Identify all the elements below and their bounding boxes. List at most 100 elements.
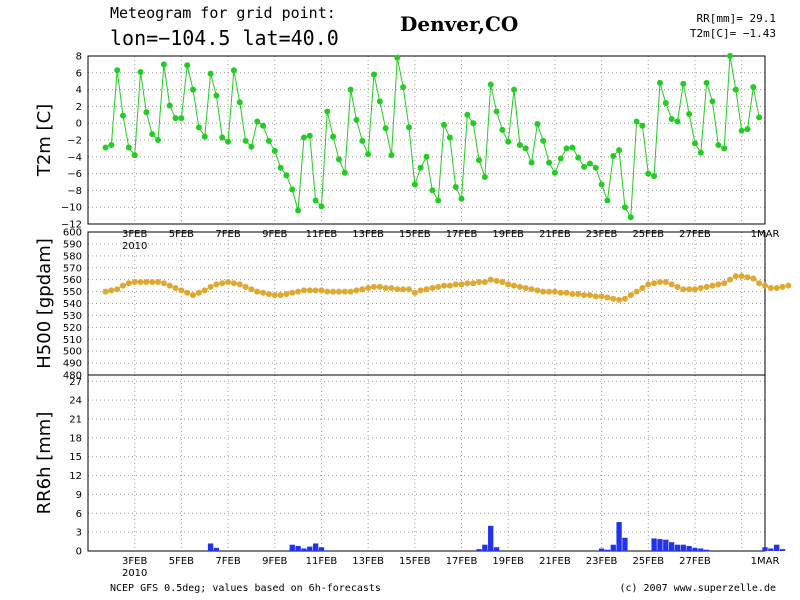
data-point — [190, 292, 197, 299]
x-tick-label: 9FEB — [262, 229, 287, 240]
data-point — [481, 173, 488, 180]
precip-bar — [598, 548, 605, 551]
data-point — [627, 214, 634, 221]
data-point — [680, 286, 687, 293]
data-point — [674, 118, 681, 125]
data-point — [230, 67, 237, 74]
data-point — [703, 283, 710, 290]
data-point — [540, 288, 547, 295]
panel-frame — [87, 231, 766, 376]
data-point — [785, 282, 792, 289]
panel-frame — [87, 374, 766, 552]
data-point — [528, 286, 535, 293]
data-point — [108, 142, 115, 149]
data-point — [248, 286, 255, 293]
data-point — [149, 279, 156, 286]
x-tick-label: 27FEB — [679, 229, 711, 240]
data-point — [271, 147, 278, 154]
data-point — [137, 279, 144, 286]
data-point — [464, 111, 471, 118]
x-tick-label: 11FEB — [306, 556, 338, 567]
precip-bar — [616, 522, 622, 551]
precip-bar — [213, 547, 220, 551]
y-tick-label: 490 — [63, 359, 82, 370]
data-point — [633, 118, 640, 125]
data-point — [330, 133, 337, 140]
data-point — [452, 184, 459, 191]
x-tick-label: 21FEB — [539, 556, 571, 567]
precip-bar — [768, 548, 774, 551]
x-tick-label: 13FEB — [352, 556, 384, 567]
data-point — [581, 163, 588, 170]
x-tick-label: 1MAR — [751, 556, 780, 567]
data-point — [534, 287, 541, 294]
data-point — [312, 197, 319, 204]
data-point — [656, 79, 663, 86]
data-point — [616, 296, 623, 303]
data-point — [114, 67, 121, 74]
y-axis-label: H500 [gpdam] — [34, 238, 55, 369]
data-point — [586, 160, 593, 167]
data-point — [721, 280, 728, 287]
x-tick-label: 7FEB — [215, 556, 240, 567]
data-point — [318, 203, 325, 210]
data-point — [300, 287, 307, 294]
panel-0 — [87, 53, 766, 225]
data-point — [178, 287, 185, 294]
data-point — [149, 131, 156, 138]
data-point — [674, 283, 681, 290]
data-point — [155, 279, 162, 286]
y-tick-label: 9 — [76, 490, 82, 501]
y-tick-label: 18 — [69, 433, 82, 444]
y-tick-label: 12 — [69, 471, 82, 482]
data-point — [779, 283, 786, 290]
data-point — [511, 282, 518, 289]
data-point — [201, 287, 208, 294]
data-point — [662, 100, 669, 107]
data-point — [627, 292, 634, 299]
panel-1 — [87, 231, 792, 376]
x-tick-label: 5FEB — [169, 556, 194, 567]
data-point — [341, 169, 348, 176]
y-tick-label: 24 — [69, 396, 82, 407]
data-point — [242, 283, 249, 290]
data-point — [324, 108, 331, 115]
x-tick-label: 17FEB — [446, 229, 478, 240]
data-point — [750, 84, 757, 91]
precip-bar — [622, 537, 628, 551]
data-point — [458, 195, 465, 202]
y-tick-label: 4 — [76, 85, 82, 96]
data-point — [493, 108, 500, 115]
data-point — [446, 282, 453, 289]
y-tick-label: 560 — [63, 275, 82, 286]
y-tick-label: −8 — [67, 186, 82, 197]
precip-bar — [318, 547, 325, 551]
data-point — [470, 120, 477, 127]
data-point — [557, 289, 564, 296]
data-point — [645, 281, 652, 288]
y-axis-label: T2m [C] — [34, 104, 55, 177]
y-tick-label: 580 — [63, 251, 82, 262]
data-point — [400, 84, 407, 91]
precip-bar — [324, 550, 330, 551]
y-tick-label: 8 — [76, 52, 82, 63]
y-tick-label: 21 — [69, 415, 82, 426]
data-point — [236, 99, 243, 106]
data-point — [569, 144, 576, 151]
data-point — [353, 287, 360, 294]
data-point — [312, 287, 319, 294]
data-point — [289, 289, 296, 296]
data-point — [551, 288, 558, 295]
data-point — [137, 68, 144, 75]
data-point — [726, 276, 733, 283]
data-point — [528, 159, 535, 166]
data-point — [534, 121, 541, 128]
precip-bar — [686, 545, 692, 551]
data-point — [715, 142, 722, 149]
data-point — [441, 282, 448, 289]
data-point — [651, 173, 658, 180]
y-tick-label: 0 — [76, 119, 82, 130]
precip-bar — [493, 547, 500, 551]
x-tick-label: 15FEB — [399, 229, 431, 240]
